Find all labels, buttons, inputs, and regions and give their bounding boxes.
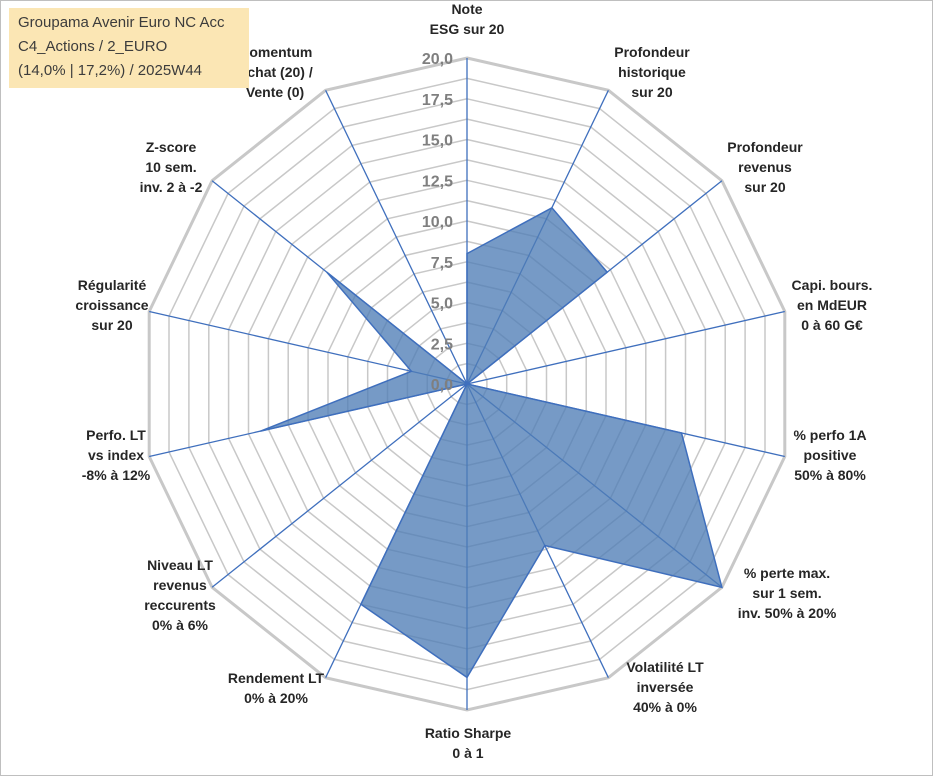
tick-label: 7,5 [431, 255, 453, 272]
tick-label: 2,5 [431, 336, 453, 353]
axis-spoke [466, 310, 785, 385]
axis-label: Momentum Achat (20) / Vente (0) [237, 44, 313, 100]
axis-label: Rendement LT 0% à 20% [228, 670, 325, 706]
tick-label: 5,0 [431, 296, 453, 313]
axis-label: Niveau LT revenus reccurents 0% à 6% [144, 557, 216, 633]
axis-label: Z-score 10 sem. inv. 2 à -2 [140, 139, 203, 195]
fund-category: C4_Actions / 2_EURO [18, 38, 168, 55]
axis-label: Profondeur revenus sur 20 [727, 139, 803, 195]
axis-label: Capi. bours. en MdEUR 0 à 60 G€ [792, 277, 873, 333]
fund-stats: (14,0% | 17,2%) / 2025W44 [18, 62, 202, 79]
axis-spoke [325, 90, 468, 385]
axis-label: % perte max. sur 1 sem. inv. 50% à 20% [738, 565, 837, 621]
radar-series [260, 206, 723, 679]
tick-label: 20,0 [422, 51, 453, 68]
fund-name: Groupama Avenir Euro NC Acc [18, 14, 225, 31]
axis-label: Profondeur historique sur 20 [614, 44, 690, 100]
tick-label: 17,5 [422, 92, 453, 109]
axis-label: Ratio Sharpe 0 à 1 [425, 725, 512, 761]
tick-label: 15,0 [422, 133, 453, 150]
axis-label: Note ESG sur 20 [430, 1, 505, 37]
tick-label: 12,5 [422, 173, 453, 190]
radar-axis-labels: Note ESG sur 20 Profondeur historique sur 20… [75, 1, 872, 761]
axis-label: Perfo. LT vs index -8% à 12% [82, 427, 151, 483]
radar-tick-labels: 0,0 2,5 5,0 7,5 10,0 12,5 15,0 17,5 20,0 [422, 51, 453, 394]
fund-title-box: Groupama Avenir Euro NC Acc C4_Actions /… [9, 8, 249, 88]
axis-label: % perfo 1A positive 50% à 80% [793, 427, 866, 483]
axis-label: Volatilité LT inversée 40% à 0% [626, 659, 704, 715]
axis-label: Régularité croissance sur 20 [75, 277, 148, 333]
axis-spoke [211, 383, 468, 588]
tick-label: 0,0 [431, 377, 453, 394]
tick-label: 10,0 [422, 214, 453, 231]
series-area [260, 206, 723, 679]
